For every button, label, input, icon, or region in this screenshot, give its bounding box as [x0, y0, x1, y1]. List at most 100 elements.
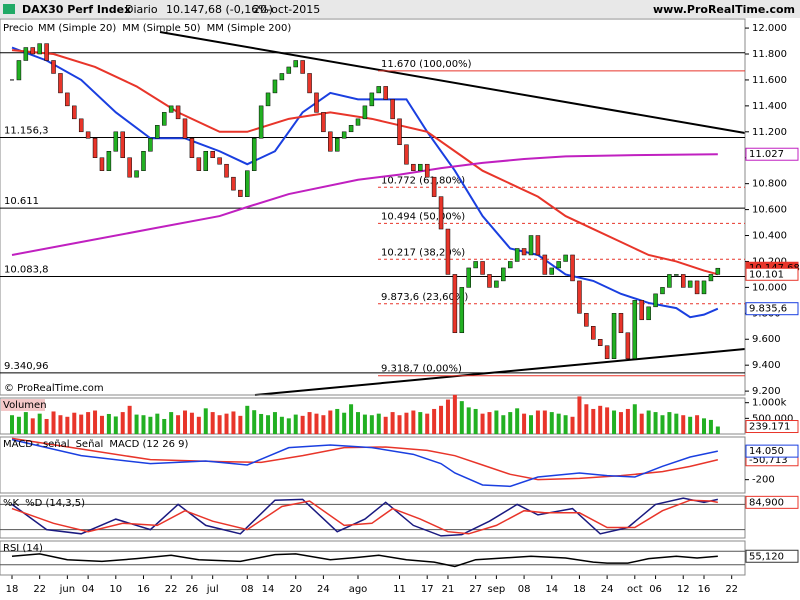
volume-bar: [342, 412, 347, 434]
volume-bar: [196, 416, 201, 434]
x-tick-label: 04: [82, 584, 95, 595]
volume-bar: [445, 399, 450, 434]
volume-bar: [646, 410, 651, 434]
volume-bar: [487, 412, 492, 434]
y-tick-label: 10.400: [752, 231, 787, 242]
last-price: 10.147,68 (-0,16%): [166, 3, 273, 16]
volume-bar: [224, 413, 229, 434]
price-bar: [203, 150, 209, 171]
y-tick-label: 11.800: [752, 49, 787, 60]
volume-bar: [362, 414, 367, 434]
price-bar: [618, 313, 624, 334]
volume-bar: [598, 405, 603, 434]
price-bar: [604, 345, 610, 359]
volume-bar: [639, 413, 644, 434]
price-bar: [639, 300, 644, 321]
volume-bar: [390, 412, 395, 434]
volume-bar: [653, 412, 658, 434]
volume-bar: [293, 414, 298, 434]
price-bar: [570, 254, 575, 282]
x-tick-label: 16: [137, 584, 150, 595]
price-bar: [528, 235, 534, 256]
volume-bar: [480, 413, 485, 434]
x-tick-label: 10: [109, 584, 122, 595]
volume-bar: [535, 410, 540, 434]
value-badge-label: 55,120: [749, 551, 784, 562]
volume-bar: [383, 416, 388, 434]
volume-bar: [335, 408, 340, 434]
x-tick-label: sep: [488, 584, 506, 595]
price-bar: [625, 332, 631, 359]
price-bar: [334, 138, 340, 152]
volume-bar: [176, 415, 181, 434]
price-bar: [120, 131, 125, 158]
volume-bar: [99, 415, 104, 434]
volume-bar: [674, 413, 679, 434]
header-bar: [0, 0, 800, 18]
volume-bar: [515, 408, 520, 434]
fib-label: 9.318,7 (0,00%): [381, 364, 462, 375]
price-bar: [418, 163, 423, 171]
x-tick-label: oct: [627, 584, 643, 595]
period: Diario: [125, 3, 158, 16]
legend-entry: MM (Simple 200): [207, 23, 292, 34]
legend-entry: Señal: [76, 439, 104, 450]
price-bar: [307, 73, 312, 94]
price-bar: [127, 157, 132, 178]
price-bar: [521, 248, 527, 256]
x-tick-label: 24: [601, 584, 614, 595]
legend-entry: MACD - señal: [3, 439, 70, 450]
price-bar: [314, 92, 319, 113]
legend-entry: %K: [3, 498, 20, 509]
x-tick-label: 11: [393, 584, 406, 595]
volume-bar: [238, 415, 243, 434]
volume-bar: [660, 415, 665, 434]
volume-bar: [591, 408, 596, 434]
price-bar: [507, 261, 513, 269]
x-tick-label: 08: [518, 584, 531, 595]
price-bar: [424, 163, 430, 178]
volume-bar: [252, 410, 257, 434]
y-tick-label: 10.000: [752, 282, 787, 293]
site: www.ProRealTime.com: [653, 3, 795, 16]
volume-bar: [715, 426, 720, 434]
volume-bar: [300, 415, 305, 434]
price-bar: [279, 73, 285, 81]
price-bar: [51, 60, 56, 74]
value-badge: [745, 267, 799, 281]
price-bar: [591, 326, 596, 340]
price-bar: [459, 287, 465, 334]
volume-bar: [667, 412, 672, 434]
y-tick-label: 10.800: [752, 179, 787, 190]
volume-bar: [169, 412, 174, 434]
price-bar: [487, 274, 492, 288]
volume-bar: [148, 416, 153, 434]
volume-bar: [577, 396, 582, 434]
volume-bar: [72, 412, 77, 434]
volume-bar: [16, 416, 21, 434]
legend-entry: RSI (14): [3, 543, 43, 554]
price-bar: [189, 138, 195, 158]
x-tick-label: 26: [186, 584, 199, 595]
price-bar: [501, 267, 506, 282]
y-tick-label: 9.400: [752, 360, 781, 371]
price-bar: [390, 99, 395, 120]
price-bar: [106, 150, 112, 171]
volume-bar: [183, 410, 187, 434]
volume-bar: [189, 412, 194, 434]
price-bar: [632, 300, 638, 359]
volume-bar: [286, 418, 291, 434]
indicator-line: [11, 553, 718, 568]
value-badge-label: 10.101: [749, 269, 784, 280]
volume-bar: [272, 412, 277, 434]
x-tick-label: 17: [421, 584, 434, 595]
volume-bar: [210, 412, 215, 434]
volume-bar: [404, 412, 409, 434]
price-bar: [577, 280, 582, 314]
value-badge-label: 11.027: [749, 149, 784, 160]
volume-bar: [452, 394, 457, 434]
price-bar: [44, 43, 49, 61]
price-bar: [369, 92, 375, 107]
price-bar: [611, 313, 617, 359]
y-tick-label: 1.000k: [752, 398, 787, 409]
